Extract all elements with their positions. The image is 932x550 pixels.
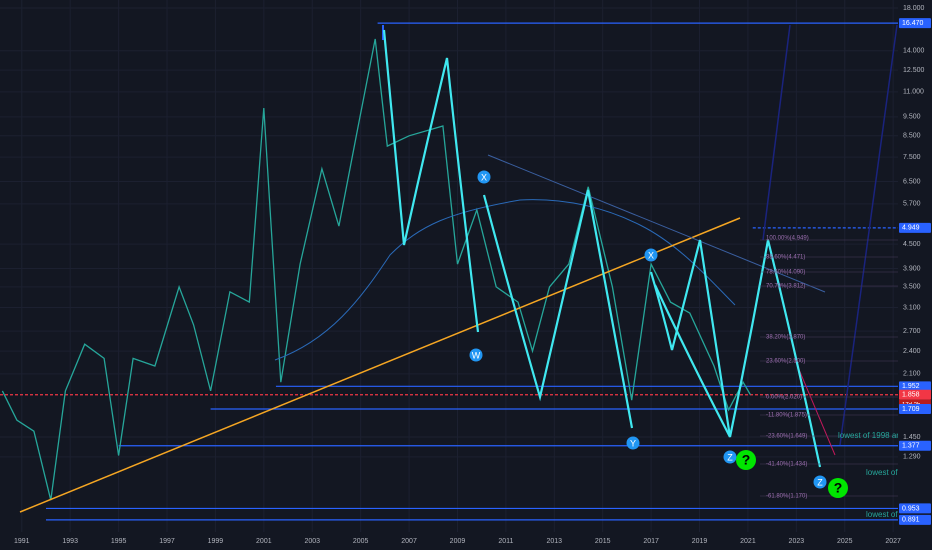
price-tag [899, 440, 931, 451]
price-tag-label: 1.858 [902, 392, 920, 399]
channel-line [839, 24, 898, 446]
fib-label: -11.80%(1.875) [766, 413, 807, 419]
y-tick-label: 14.000 [903, 48, 925, 55]
x-tick-label: 1995 [111, 538, 127, 545]
price-tag [899, 514, 931, 525]
y-tick-label: 1.290 [903, 454, 921, 461]
grid [0, 0, 898, 532]
y-tick-label: 7.500 [903, 154, 921, 161]
wave-labels: W X Y Z X Z ? ? [469, 170, 848, 498]
wave-label: X [648, 250, 654, 260]
x-tick-label: 1993 [62, 538, 78, 545]
price-tag-label: 0.953 [902, 505, 920, 512]
note: lowest of 1992 [866, 510, 918, 519]
x-tick-label: 2021 [740, 538, 756, 545]
wave-label: Z [817, 477, 823, 487]
y-tick-label: 3.900 [903, 265, 921, 272]
x-tick-label: 1991 [14, 538, 30, 545]
fib-label: -61.80%(1.170) [766, 494, 807, 500]
fib-lines [760, 239, 898, 497]
wave-path [654, 284, 731, 438]
arrow [794, 359, 836, 456]
fib-label: 88.60%(4.471) [766, 255, 805, 261]
price-tag [899, 222, 931, 233]
notes: lowest of 1998 and 2016 lowest of 1994 l… [838, 431, 926, 519]
question-mark: ? [834, 480, 843, 496]
x-tick-label: 2023 [789, 538, 805, 545]
price-tag-label: 1.709 [902, 406, 920, 413]
fib-label: -23.60%(1.649) [766, 434, 807, 440]
x-tick-label: 2005 [353, 538, 369, 545]
x-tick-label: 2019 [692, 538, 708, 545]
fib-label: 23.60%(2.500) [766, 359, 805, 365]
price-tag-label: 16.470 [902, 20, 924, 27]
x-tick-label: 2003 [304, 538, 320, 545]
price-levels [0, 22, 898, 521]
x-tick-label: 1999 [208, 538, 224, 545]
price-series [1, 38, 751, 501]
y-tick-label: 11.000 [903, 89, 924, 96]
fib-labels: 100.00%(4.949) 88.60%(4.471) 78.60%(4.09… [766, 236, 809, 500]
fib-label: -41.40%(1.434) [766, 462, 807, 468]
x-tick-label: 2007 [401, 538, 417, 545]
y-tick-label: 6.500 [903, 178, 921, 185]
note: lowest of 1994 [866, 468, 918, 477]
price-tag-label: 0.891 [902, 517, 920, 524]
moving-average [274, 199, 736, 361]
drawings [19, 24, 898, 513]
price-tag [899, 403, 931, 414]
fib-label: 78.60%(4.090) [766, 270, 805, 276]
x-tick-label: 2025 [837, 538, 853, 545]
price-tag [899, 18, 931, 29]
wave-path [649, 239, 822, 468]
channel-line [762, 24, 791, 241]
fib-label: 38.20%(2.870) [766, 335, 805, 341]
y-tick-label: 8.500 [903, 133, 921, 140]
fib-label: 100.00%(4.949) [766, 236, 809, 242]
wave-path [482, 189, 634, 429]
price-tag [899, 389, 931, 400]
fib-label: 70.70%(3.812) [766, 284, 805, 290]
y-tick-label: 18.000 [903, 5, 925, 12]
x-tick-label: 2013 [547, 538, 563, 545]
wave-label: Z [727, 452, 733, 462]
y-tick-label: 9.500 [903, 114, 921, 121]
price-tag [899, 381, 931, 392]
x-tick-label: 2011 [498, 538, 513, 545]
y-tick-label: 2.100 [903, 371, 921, 378]
x-tick-label: 2015 [595, 538, 611, 545]
trendline [19, 217, 741, 513]
wave-label: X [481, 172, 487, 182]
fib-label: 0.00%(2.020) [766, 395, 802, 401]
price-tag-label: 1.377 [902, 443, 920, 450]
x-tick-label: 2017 [643, 538, 659, 545]
y-tick-label: 5.700 [903, 201, 921, 208]
y-tick-label: 12.500 [903, 67, 925, 74]
y-tick-label: 4.500 [903, 241, 921, 248]
y-tick-label: 1.450 [903, 434, 921, 441]
x-tick-label: 1997 [159, 538, 175, 545]
note: lowest of 1998 and 2016 [838, 431, 926, 440]
wave-label: W [472, 350, 481, 360]
x-tick-label: 2009 [450, 538, 466, 545]
price-tag-label: 1.952 [902, 383, 920, 390]
x-tick-label: 2027 [885, 538, 901, 545]
question-mark: ? [742, 452, 751, 468]
x-tick-label: 2001 [256, 538, 272, 545]
y-tick-label: 2.700 [903, 328, 921, 335]
wave-path [382, 29, 480, 333]
trendline [487, 154, 826, 293]
wave-label: Y [630, 438, 636, 448]
y-tick-label: 3.500 [903, 284, 921, 291]
axes: 18.000 14.000 12.500 11.000 9.500 8.500 7.500 6… [14, 5, 931, 545]
y-tick-label: 2.400 [903, 348, 921, 355]
price-tag [899, 503, 931, 514]
y-tick-label: 3.100 [903, 304, 921, 311]
price-line [1, 38, 751, 501]
price-tag-label: 4.949 [902, 225, 920, 232]
